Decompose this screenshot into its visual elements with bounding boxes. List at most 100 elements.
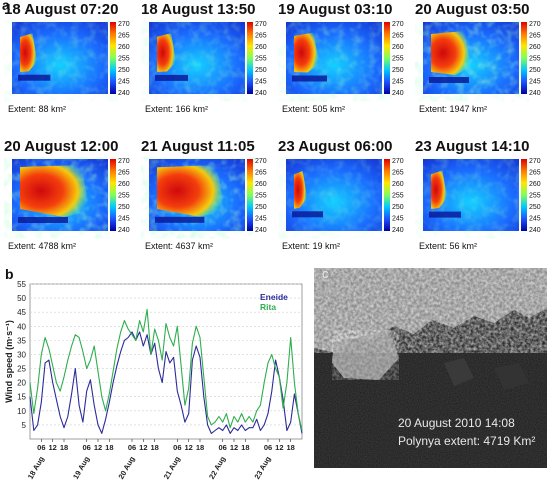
satellite-caption-extent: Polynya extent: 4719 Km² (398, 434, 536, 448)
thermal-map: 270 265 260 255 250 245 240 (149, 158, 267, 234)
x-hour-label: 18 (286, 443, 294, 452)
svg-text:255: 255 (392, 56, 404, 63)
svg-text:255: 255 (255, 193, 267, 200)
x-hour-label: 18 (105, 443, 113, 452)
map-panel-extent: Extent: 4637 km² (145, 241, 214, 251)
map-panel: 18 August 07:20 270 265 260 255 250 245 240 Exte… (4, 1, 139, 119)
x-hour-label: 12 (230, 443, 238, 452)
svg-text:265: 265 (118, 170, 130, 177)
x-hour-label: 18 (241, 443, 249, 452)
thermal-map: 270 265 260 255 250 245 240 (12, 158, 130, 234)
svg-text:245: 245 (392, 216, 404, 223)
y-tick-label: 20 (17, 379, 26, 388)
x-day-label: 21 Aug (162, 454, 182, 480)
map-panel: 23 August 06:00 270 265 260 255 250 245 240 Exte… (278, 138, 413, 256)
y-tick-label: 15 (17, 393, 26, 402)
thermal-map: 270 265 260 255 250 245 240 (286, 21, 404, 97)
svg-text:260: 260 (255, 181, 267, 188)
svg-text:250: 250 (118, 67, 130, 74)
svg-text:265: 265 (255, 33, 267, 40)
panel-c-label: c (322, 268, 329, 281)
x-hour-label: 06 (218, 443, 226, 452)
map-panel-title: 20 August 03:50 (415, 1, 530, 18)
series-line-rita (29, 308, 303, 431)
satellite-image-panel: c 20 August 2010 14:08 Polynya extent: 4… (314, 268, 547, 468)
series-line-eneide (29, 331, 303, 434)
svg-text:270: 270 (255, 158, 267, 165)
map-panel-title: 18 August 07:20 (4, 1, 119, 18)
svg-text:270: 270 (255, 21, 267, 28)
svg-text:265: 265 (392, 33, 404, 40)
svg-text:240: 240 (255, 90, 267, 97)
svg-text:240: 240 (392, 90, 404, 97)
map-panel-extent: Extent: 166 km² (145, 104, 209, 114)
x-hour-label: 12 (139, 443, 147, 452)
thermal-map: 270 265 260 255 250 245 240 (149, 21, 267, 97)
x-hour-label: 12 (48, 443, 56, 452)
y-tick-label: 5 (22, 421, 27, 430)
svg-text:245: 245 (118, 216, 130, 223)
svg-text:245: 245 (392, 79, 404, 86)
map-panel: 20 August 03:50 270 265 260 255 250 245 240 Exte… (415, 1, 550, 119)
y-tick-label: 50 (17, 294, 26, 303)
svg-text:240: 240 (529, 90, 541, 97)
svg-text:260: 260 (255, 44, 267, 51)
map-panel: 19 August 03:10 270 265 260 255 250 245 240 Exte… (278, 1, 413, 119)
x-hour-label: 18 (150, 443, 158, 452)
x-hour-label: 06 (264, 443, 272, 452)
map-panel: 21 August 11:05 270 265 260 255 250 245 240 Exte… (141, 138, 276, 256)
svg-text:240: 240 (529, 227, 541, 234)
wind-speed-chart: 5 10 15 20 25 30 35 40 45 50 55 06 12 18 06 12 18 06 12 18 0… (0, 262, 312, 489)
y-tick-label: 40 (17, 322, 26, 331)
map-panel-title: 21 August 11:05 (141, 138, 255, 155)
map-panel: 18 August 13:50 270 265 260 255 250 245 240 Exte… (141, 1, 276, 119)
svg-text:265: 265 (529, 33, 541, 40)
thermal-map: 270 265 260 255 250 245 240 (423, 158, 541, 234)
map-panel-extent: Extent: 505 km² (282, 104, 346, 114)
satellite-caption-date: 20 August 2010 14:08 (398, 416, 515, 430)
svg-text:260: 260 (118, 181, 130, 188)
map-panel-extent: Extent: 56 km² (419, 241, 478, 251)
svg-text:245: 245 (255, 216, 267, 223)
map-panel-title: 19 August 03:10 (278, 1, 393, 18)
map-panel-title: 20 August 12:00 (4, 138, 119, 155)
y-tick-label: 35 (17, 336, 26, 345)
y-tick-label: 10 (17, 407, 26, 416)
x-hour-label: 18 (196, 443, 204, 452)
svg-text:240: 240 (392, 227, 404, 234)
x-hour-label: 06 (37, 443, 45, 452)
y-tick-label: 55 (17, 280, 26, 289)
thermal-map: 270 265 260 255 250 245 240 (286, 158, 404, 234)
map-panel-title: 23 August 14:10 (415, 138, 530, 155)
x-day-label: 18 Aug (26, 454, 46, 480)
satellite-image (314, 268, 547, 468)
map-panel-title: 18 August 13:50 (141, 1, 256, 18)
svg-text:245: 245 (255, 79, 267, 86)
svg-text:240: 240 (255, 227, 267, 234)
svg-text:255: 255 (118, 193, 130, 200)
map-panel-extent: Extent: 4788 km² (8, 241, 77, 251)
map-panel-extent: Extent: 88 km² (8, 104, 67, 114)
legend-entry: Eneide (260, 292, 288, 302)
x-hour-label: 12 (184, 443, 192, 452)
y-axis-label: Wind speed (m·s⁻¹) (4, 320, 14, 403)
panel-b-label: b (5, 266, 14, 282)
svg-text:255: 255 (118, 56, 130, 63)
svg-text:260: 260 (118, 44, 130, 51)
map-panel-extent: Extent: 19 km² (282, 241, 341, 251)
svg-text:260: 260 (529, 181, 541, 188)
svg-text:245: 245 (529, 79, 541, 86)
legend-entry: Rita (260, 302, 276, 312)
svg-text:245: 245 (118, 79, 130, 86)
svg-text:240: 240 (118, 227, 130, 234)
panel-a-label: a (2, 0, 10, 13)
y-tick-label: 45 (17, 308, 26, 317)
svg-text:270: 270 (529, 21, 541, 28)
x-hour-label: 06 (82, 443, 90, 452)
svg-text:265: 265 (118, 33, 130, 40)
svg-text:240: 240 (118, 90, 130, 97)
svg-text:265: 265 (392, 170, 404, 177)
svg-text:245: 245 (529, 216, 541, 223)
map-panel-title: 23 August 06:00 (278, 138, 393, 155)
